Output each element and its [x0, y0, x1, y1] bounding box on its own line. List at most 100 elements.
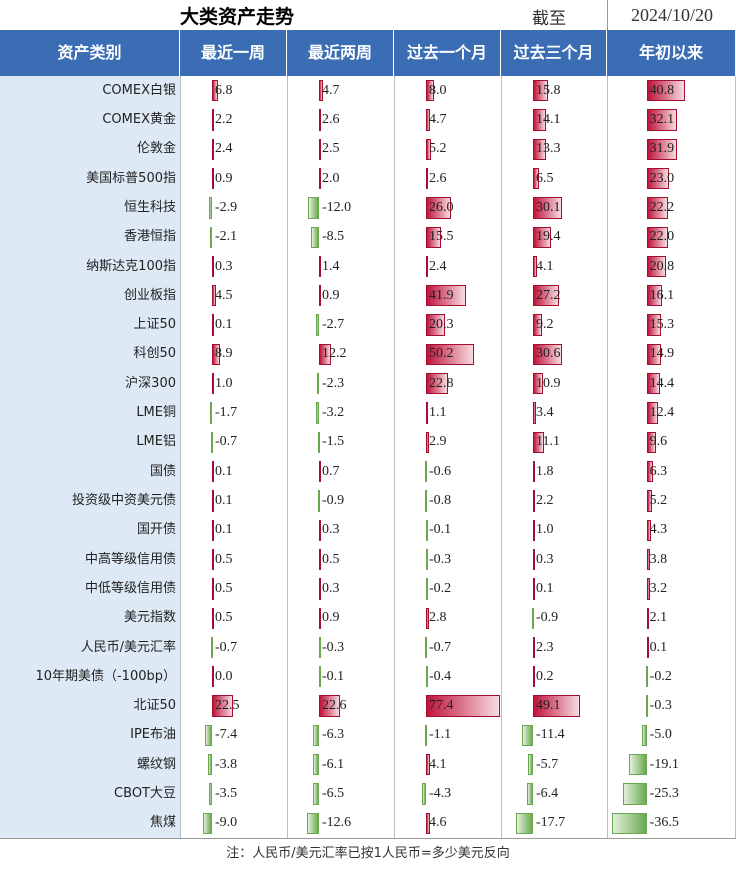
cell-value: 0.1 [215, 317, 233, 333]
cell-value: 2.6 [429, 170, 447, 186]
asset-name: 沪深300 [125, 375, 176, 391]
asset-name: 中低等级信用债 [84, 580, 176, 596]
cell-value: -0.2 [649, 668, 672, 684]
data-bar [203, 812, 212, 834]
cell-value: 2.2 [536, 492, 554, 508]
data-bar [319, 343, 331, 366]
cell-value: 2.4 [215, 141, 233, 157]
data-bar [527, 754, 533, 776]
data-bar [646, 197, 668, 219]
cell-value: -0.1 [429, 522, 452, 538]
data-bar [211, 431, 214, 453]
asset-name: LME铜 [136, 405, 176, 421]
data-bar [312, 783, 319, 805]
asset-name: 10年期美债（-100bp） [35, 668, 176, 684]
data-bar [313, 724, 319, 747]
data-bar [426, 109, 431, 131]
cell-value: 26.0 [429, 199, 454, 215]
data-bar [646, 402, 659, 424]
cell-value: 4.3 [649, 522, 668, 538]
asset-name: 伦敦金 [136, 141, 176, 157]
data-bar [533, 490, 536, 512]
data-bar [628, 754, 647, 776]
column-line [287, 76, 288, 838]
data-bar [646, 607, 649, 629]
cell-value: 4.1 [536, 258, 554, 274]
cell-value: 31.9 [649, 141, 675, 157]
cell-value: 4.7 [322, 82, 340, 98]
data-bar [646, 80, 686, 102]
cell-value: -0.8 [429, 492, 452, 508]
column-line [180, 76, 181, 838]
data-bar [212, 80, 219, 102]
asset-name: 投资级中资美元债 [71, 492, 176, 508]
cell-value: 22.2 [649, 199, 675, 215]
cell-value: 15.8 [536, 82, 561, 98]
cell-value: -6.3 [322, 727, 345, 743]
cell-value: 32.1 [649, 111, 675, 127]
cell-value: 0.1 [536, 580, 554, 596]
data-bar [316, 314, 319, 336]
data-bar [310, 226, 319, 248]
data-bar [646, 461, 653, 483]
cell-value: -1.5 [322, 434, 345, 450]
cell-value: 4.1 [429, 756, 447, 772]
cell-value: 13.3 [536, 141, 561, 157]
data-bar [307, 197, 319, 219]
cell-value: 2.5 [322, 141, 340, 157]
data-bar [421, 783, 426, 805]
column-header: 最近两周 [287, 30, 394, 76]
data-bar [533, 343, 563, 366]
cell-value: 41.9 [429, 287, 454, 303]
data-bar [533, 197, 562, 219]
data-bar [426, 255, 429, 278]
column-line [607, 76, 608, 838]
cell-value: 3.8 [649, 551, 668, 567]
cell-value: -0.9 [322, 492, 345, 508]
cell-value: 23.0 [649, 170, 675, 186]
cell-value: -4.3 [429, 786, 452, 802]
cell-value: 0.3 [536, 551, 554, 567]
cell-value: 2.0 [322, 170, 340, 186]
asset-name: 恒生科技 [123, 199, 176, 215]
name-column [0, 76, 180, 838]
data-bar [212, 695, 234, 717]
data-bar [646, 636, 649, 659]
data-bar [622, 783, 647, 805]
asset-name: LME铝 [136, 434, 176, 450]
cell-value: 2.1 [649, 610, 668, 626]
data-bar [319, 461, 321, 483]
data-bar [426, 695, 500, 717]
cell-value: 4.5 [215, 287, 233, 303]
data-bar [319, 578, 321, 600]
data-bar [426, 314, 446, 336]
data-bar [319, 255, 321, 278]
cell-value: 0.3 [322, 522, 340, 538]
cell-value: 0.5 [215, 580, 233, 596]
data-bar [212, 314, 214, 336]
data-bar [425, 578, 428, 600]
column-header: 资产类别 [0, 30, 180, 76]
asset-name: 创业板指 [123, 287, 176, 303]
cell-value: 0.9 [322, 610, 340, 626]
cell-value: 8.0 [429, 82, 447, 98]
data-bar [426, 197, 451, 219]
asset-name: 北证50 [133, 698, 176, 714]
cell-value: 0.5 [215, 551, 233, 567]
data-bar [533, 255, 537, 278]
cell-value: 22.0 [649, 229, 675, 245]
data-bar [319, 109, 322, 131]
data-bar [425, 519, 428, 541]
data-bar [533, 695, 580, 717]
data-bar [319, 138, 322, 160]
cell-value: 16.1 [649, 287, 675, 303]
cell-value: 0.1 [649, 639, 668, 655]
cell-value: -0.2 [429, 580, 452, 596]
cell-value: 15.3 [649, 317, 675, 333]
data-bar [646, 695, 649, 717]
cell-value: -0.7 [215, 434, 238, 450]
data-bar [425, 490, 428, 512]
asset-name: COMEX黄金 [102, 111, 176, 127]
data-bar [425, 666, 428, 688]
